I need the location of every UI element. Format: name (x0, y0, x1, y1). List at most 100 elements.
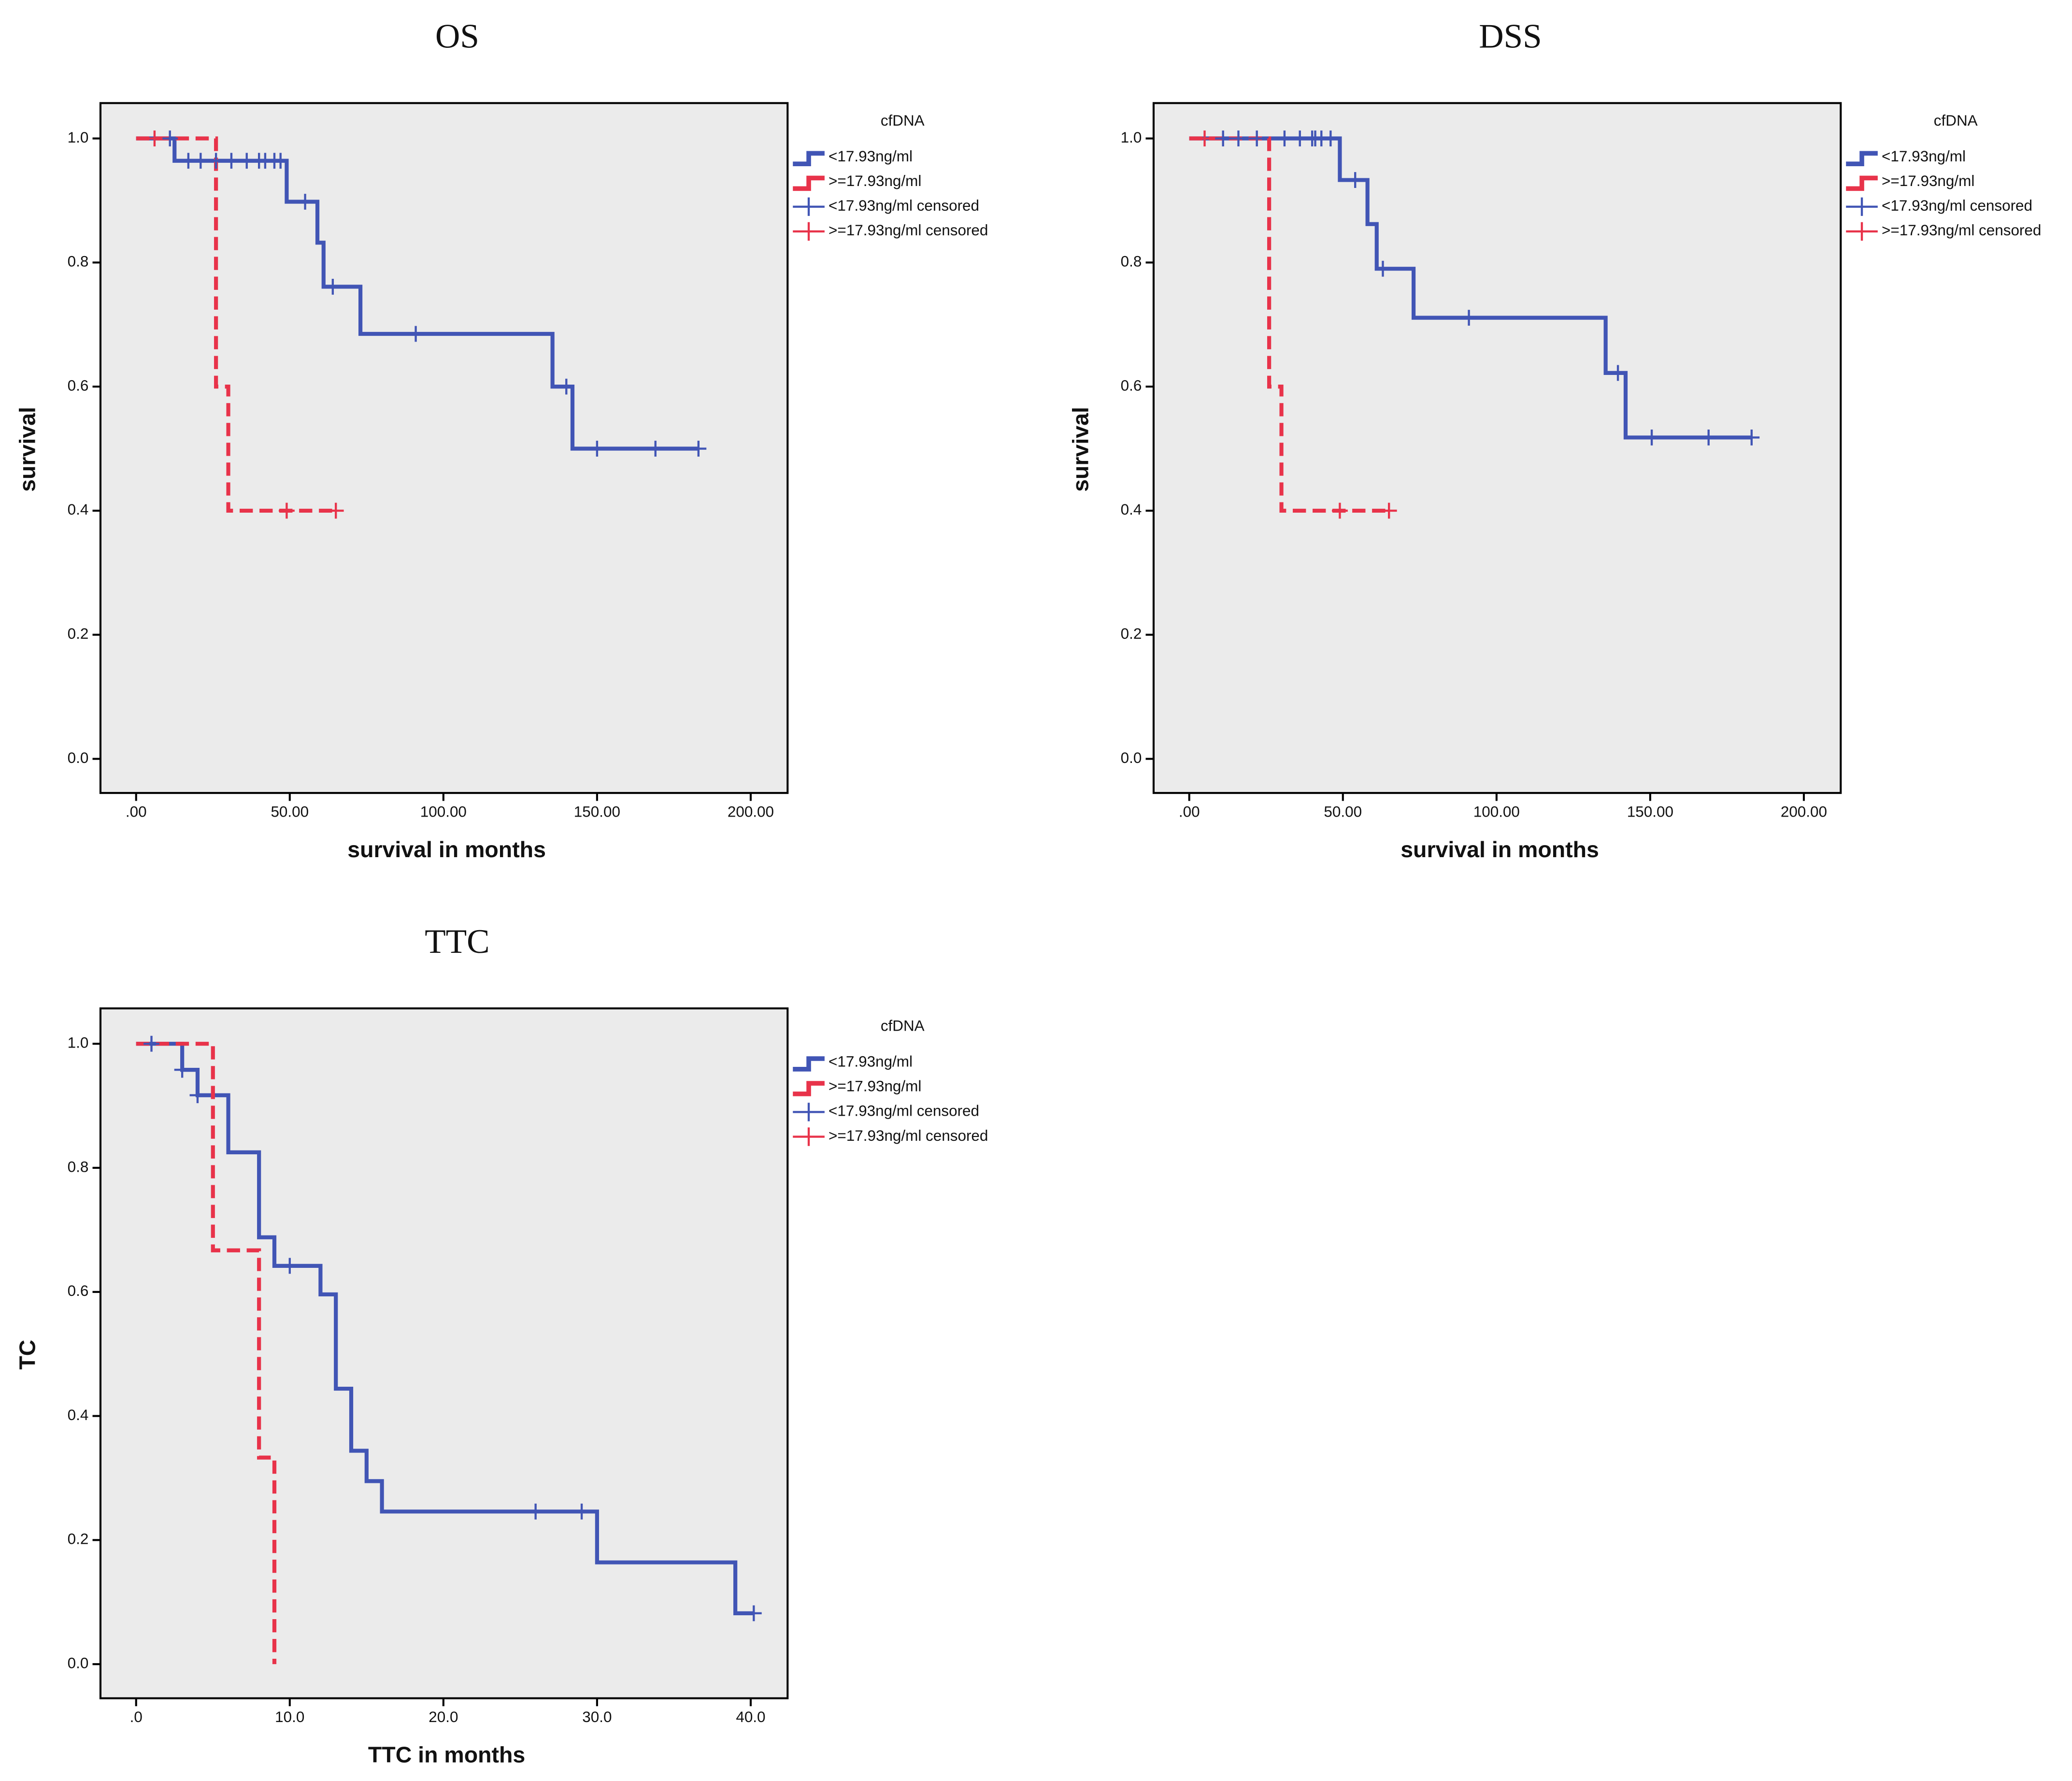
plot-area (99, 1007, 789, 1699)
legend-swatch (793, 175, 825, 191)
legend-swatch (1846, 151, 1878, 166)
y-tick-label: 0.4 (68, 1407, 89, 1423)
y-tick-label: 0.6 (68, 377, 89, 394)
legend-label: >=17.93ng/ml (1882, 172, 1974, 189)
censor-mark (1215, 130, 1231, 146)
censor-mark (189, 1087, 206, 1104)
x-tick-label: 50.00 (271, 803, 309, 820)
legend-swatch (793, 1081, 825, 1096)
censor-mark (174, 1062, 190, 1078)
y-tick-label: 0.2 (1121, 625, 1142, 642)
censor-mark (1743, 430, 1760, 445)
legend-label: >=17.93ng/ml censored (829, 1127, 988, 1144)
censor-mark (223, 153, 240, 169)
censor-mark (690, 441, 707, 457)
legend-swatch (1846, 175, 1878, 191)
legend-swatch (1846, 197, 1878, 216)
y-axis-label: TC (15, 1340, 40, 1370)
censor-mark (1700, 430, 1717, 445)
censor-mark (1332, 503, 1348, 519)
legend-label: <17.93ng/ml censored (829, 1103, 979, 1120)
x-tick-label: 150.00 (574, 803, 620, 820)
legend-swatch (793, 1127, 825, 1146)
x-tick-label: 10.0 (275, 1709, 304, 1725)
legend-label: >=17.93ng/ml censored (829, 222, 988, 239)
y-tick-label: 0.2 (68, 1531, 89, 1548)
x-tick-label: 40.0 (736, 1709, 765, 1725)
censor-mark (1249, 130, 1265, 146)
y-tick-label: 1.0 (68, 129, 89, 146)
censor-mark (282, 1258, 298, 1274)
legend-title: cfDNA (881, 1018, 925, 1034)
censor-mark (1643, 430, 1660, 445)
y-tick-label: 0.0 (68, 1654, 89, 1671)
y-tick-label: 1.0 (1121, 129, 1142, 146)
censor-mark (146, 130, 163, 146)
y-tick-label: 0.2 (68, 625, 89, 642)
legend-swatch (1846, 222, 1878, 241)
censor-mark (745, 1605, 762, 1622)
censor-mark (1461, 310, 1477, 326)
y-axis-label: survival (15, 407, 40, 492)
censor-mark (297, 194, 314, 210)
x-axis-label: TTC in months (368, 1742, 525, 1767)
legend-label: <17.93ng/ml censored (1882, 197, 2032, 214)
censor-mark (1322, 130, 1339, 146)
legend-label: >=17.93ng/ml (829, 172, 921, 189)
legend-swatch (793, 197, 825, 216)
censor-mark (162, 130, 178, 146)
y-tick-label: 0.0 (1121, 749, 1142, 766)
censor-mark (1610, 365, 1626, 381)
chart-title: DSS (1479, 17, 1542, 55)
legend-swatch (793, 222, 825, 241)
censor-mark (1375, 260, 1391, 277)
y-tick-label: 1.0 (68, 1034, 89, 1051)
y-axis-label: survival (1068, 407, 1093, 492)
chart-title: TTC (425, 923, 489, 961)
x-tick-label: .0 (130, 1709, 143, 1725)
y-tick-label: 0.4 (68, 501, 89, 518)
y-tick-label: 0.8 (68, 253, 89, 270)
legend-title: cfDNA (1934, 112, 1978, 129)
legend-label: <17.93ng/ml (829, 148, 913, 165)
censor-mark (1276, 130, 1293, 146)
legend-swatch (793, 151, 825, 166)
x-tick-label: 200.00 (1781, 803, 1827, 820)
y-tick-label: 0.4 (1121, 501, 1142, 518)
censor-mark (1230, 130, 1246, 146)
y-tick-label: 0.0 (68, 749, 89, 766)
chart-title: OS (435, 17, 479, 55)
legend-swatch (793, 1103, 825, 1121)
censor-mark (1197, 130, 1213, 146)
legend-title: cfDNA (881, 112, 925, 129)
legend-label: >=17.93ng/ml (829, 1078, 921, 1095)
legend-label: <17.93ng/ml (829, 1053, 913, 1070)
x-axis-label: survival in months (1400, 837, 1599, 862)
y-tick-label: 0.6 (68, 1282, 89, 1299)
plot-area (1152, 102, 1842, 794)
x-axis-label: survival in months (347, 837, 546, 862)
x-tick-label: 100.00 (1473, 803, 1520, 820)
x-tick-label: .00 (1179, 803, 1200, 820)
x-tick-label: 200.00 (728, 803, 774, 820)
censor-mark (558, 378, 574, 395)
legend-label: >=17.93ng/ml censored (1882, 222, 2041, 239)
censor-mark (528, 1503, 544, 1520)
censor-mark (589, 441, 605, 457)
y-tick-label: 0.8 (68, 1158, 89, 1175)
legend-swatch (793, 1056, 825, 1072)
censor-mark (1381, 503, 1397, 519)
chart: DSS 0.0 0.2 0.4 0.6 0.8 1.0 .00 50.00 100.00 150.0… (1068, 17, 2042, 862)
censor-mark (272, 153, 289, 169)
y-tick-label: 0.6 (1121, 377, 1142, 394)
censor-mark (192, 153, 209, 169)
x-tick-label: .00 (126, 803, 147, 820)
censor-mark (325, 278, 341, 295)
censor-mark (143, 1035, 159, 1052)
censor-mark (573, 1503, 590, 1520)
x-tick-label: 20.0 (429, 1709, 458, 1725)
x-tick-label: 150.00 (1627, 803, 1673, 820)
chart: OS 0.0 0.2 0.4 0.6 0.8 1.0 .00 50.00 100.00 150.00… (15, 17, 988, 862)
x-tick-label: 100.00 (420, 803, 467, 820)
